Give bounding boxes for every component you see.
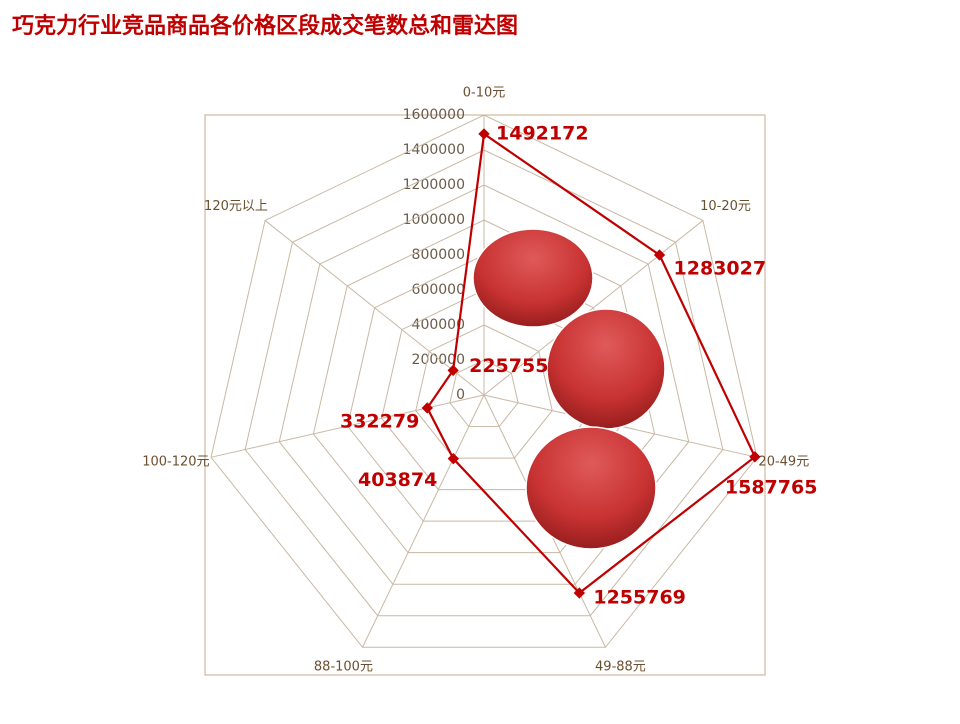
chart-title: 巧克力行业竞品商品各价格区段成交笔数总和雷达图 (12, 13, 518, 39)
grid-ring (210, 114, 758, 648)
value-label: 403874 (358, 469, 437, 491)
r-tick-label: 1600000 (403, 107, 465, 123)
data-point (653, 249, 666, 261)
r-tick-label: 800000 (412, 247, 465, 263)
grid-ring (244, 149, 724, 617)
data-point (421, 402, 433, 414)
data-point (478, 128, 490, 140)
r-tick-label: 1400000 (403, 142, 465, 158)
grid-ring (415, 324, 553, 459)
category-label: 120元以上 (204, 199, 268, 214)
data-point (749, 451, 761, 463)
category-label: 20-49元 (758, 455, 809, 470)
r-tick-label: 1200000 (403, 177, 465, 193)
r-tick-label: 1000000 (403, 212, 465, 228)
r-tick-label: 600000 (412, 282, 465, 298)
grid-ring (312, 219, 656, 554)
value-label: 1283027 (674, 258, 767, 280)
decor-ball (525, 426, 657, 550)
r-tick-label: 400000 (412, 317, 465, 333)
data-point (573, 587, 586, 599)
category-label: 0-10元 (463, 86, 506, 101)
spoke (483, 220, 704, 396)
spoke (264, 220, 485, 396)
data-point (447, 453, 459, 465)
decor-ball (546, 308, 666, 430)
category-label: 88-100元 (314, 660, 373, 675)
r-tick-label: 0 (456, 387, 465, 403)
series-line (426, 131, 757, 595)
spoke (210, 394, 485, 458)
value-label: 1255769 (593, 586, 686, 608)
r-tick-label: 200000 (412, 352, 465, 368)
decor-ball (472, 228, 594, 328)
decoration (472, 228, 666, 550)
category-label: 49-88元 (595, 660, 646, 675)
grid-ring (278, 184, 690, 585)
value-label: 332279 (340, 410, 419, 432)
value-label: 225755 (469, 355, 548, 377)
spoke (362, 394, 485, 648)
data-point (447, 364, 459, 377)
category-label: 100-120元 (142, 455, 209, 470)
value-label: 1587765 (725, 476, 818, 498)
category-label: 10-20元 (700, 199, 751, 214)
value-label: 1492172 (496, 122, 589, 144)
grid-ring (449, 359, 519, 428)
